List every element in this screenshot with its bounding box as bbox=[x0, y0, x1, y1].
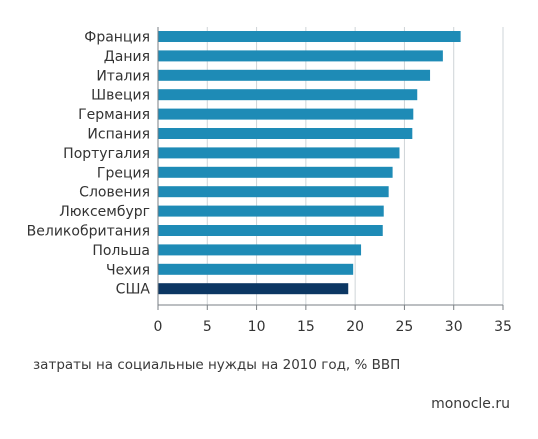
bar bbox=[158, 147, 400, 159]
bar bbox=[158, 50, 443, 62]
category-label: Испания bbox=[87, 127, 150, 143]
category-label: Великобритания bbox=[27, 224, 150, 240]
bar bbox=[158, 244, 362, 256]
category-label: Франция bbox=[84, 30, 150, 46]
x-tick-label: 15 bbox=[297, 319, 315, 335]
category-label: Португалия bbox=[63, 146, 150, 162]
bar bbox=[158, 166, 393, 178]
bar bbox=[158, 31, 461, 42]
x-axis-title: затраты на социальные нужды на 2010 год,… bbox=[33, 357, 401, 373]
category-label: США bbox=[116, 282, 151, 298]
x-tick-label: 10 bbox=[248, 319, 266, 335]
x-tick-label: 5 bbox=[203, 319, 212, 335]
bar bbox=[158, 225, 383, 236]
category-label: Швеция bbox=[91, 88, 150, 104]
category-label: Люксембург bbox=[59, 204, 150, 220]
category-label: Чехия bbox=[106, 262, 150, 278]
bar bbox=[158, 263, 354, 275]
bar-chart: Франция Дания Италия Швеция Германия Испания П… bbox=[27, 27, 512, 335]
x-tick-label: 0 bbox=[154, 319, 163, 335]
x-tick-label: 30 bbox=[445, 319, 463, 335]
bar bbox=[158, 69, 431, 81]
category-label: Греция bbox=[97, 165, 150, 181]
bar bbox=[158, 89, 418, 101]
category-label: Италия bbox=[96, 68, 150, 84]
source-credit: monocle.ru bbox=[431, 396, 510, 412]
bar bbox=[158, 283, 349, 295]
category-label: Польша bbox=[92, 243, 150, 259]
bar bbox=[158, 128, 413, 139]
x-tick-label: 20 bbox=[346, 319, 364, 335]
bar bbox=[158, 205, 384, 217]
bar bbox=[158, 186, 389, 198]
category-label: Дания bbox=[104, 49, 150, 65]
bar bbox=[158, 108, 414, 120]
category-label: Словения bbox=[79, 185, 150, 201]
x-tick-label: 35 bbox=[494, 319, 512, 335]
x-tick-label: 25 bbox=[396, 319, 414, 335]
category-label: Германия bbox=[78, 107, 150, 123]
